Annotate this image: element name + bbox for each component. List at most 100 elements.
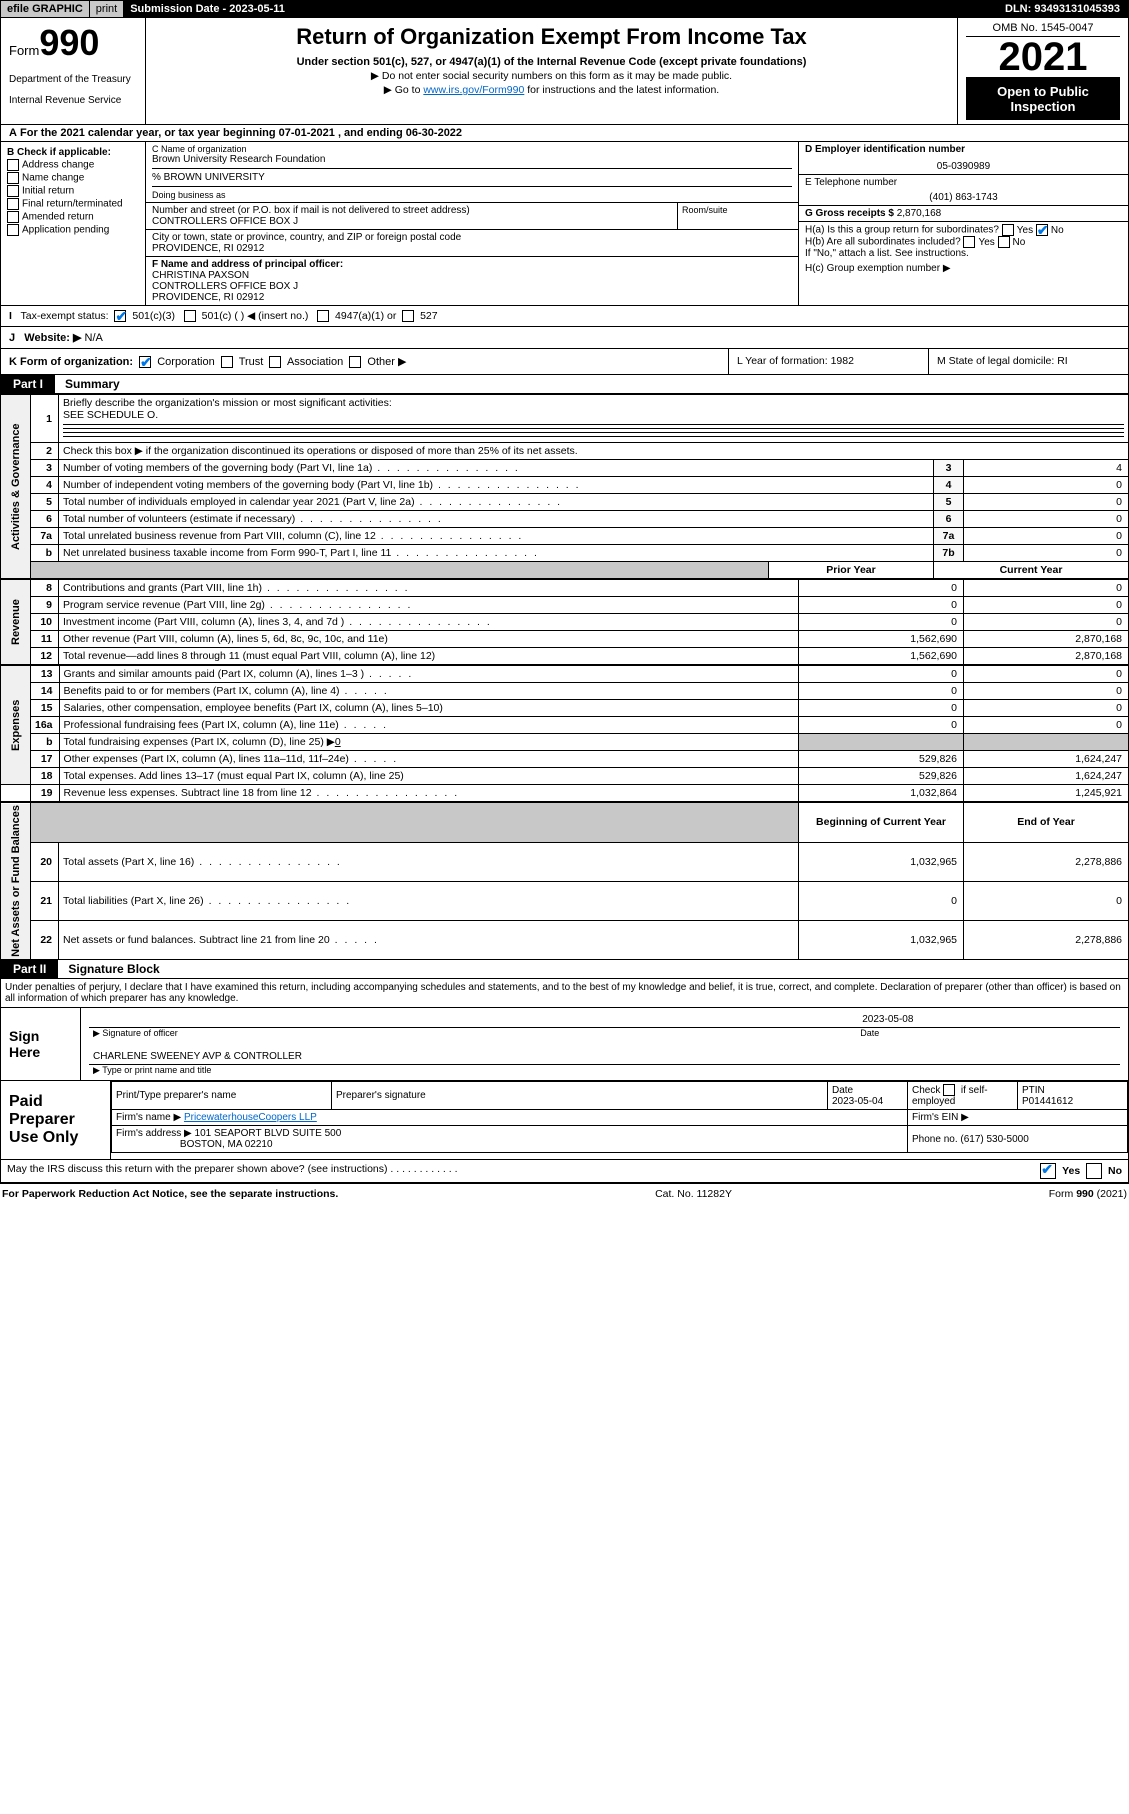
website-value: N/A <box>85 332 103 344</box>
prep-h1: Print/Type preparer's name <box>112 1082 332 1110</box>
dba-label: Doing business as <box>152 190 792 200</box>
firm-label: Firm's name ▶ <box>116 1112 181 1123</box>
c14: 0 <box>964 683 1129 700</box>
block-f: F Name and address of principal officer:… <box>146 257 798 305</box>
ha-no-cb[interactable] <box>1036 224 1048 236</box>
officer-printed-name: CHARLENE SWEENEY AVP & CONTROLLER <box>89 1049 1120 1064</box>
hb-yes-cb[interactable] <box>963 236 975 248</box>
l7b-text: Net unrelated business taxable income fr… <box>63 547 539 559</box>
tax-year: 2021 <box>966 37 1120 78</box>
may-yes: Yes <box>1062 1165 1080 1177</box>
c11: 2,870,168 <box>964 631 1129 648</box>
checkbox-address-change[interactable] <box>7 159 19 171</box>
cb-527[interactable] <box>402 310 414 322</box>
l14: Benefits paid to or for members (Part IX… <box>64 685 389 697</box>
part1-tag: Part I <box>1 375 55 393</box>
dept-treasury: Department of the Treasury <box>9 74 137 85</box>
ein-value: 05-0390989 <box>805 161 1122 172</box>
opt-name-change: Name change <box>22 173 84 184</box>
cb-assoc[interactable] <box>269 356 281 368</box>
may-yes-cb[interactable] <box>1040 1163 1056 1179</box>
penalties-text: Under penalties of perjury, I declare th… <box>0 979 1129 1008</box>
cb-trust[interactable] <box>221 356 233 368</box>
hb-no-cb[interactable] <box>998 236 1010 248</box>
l20: Total assets (Part X, line 16) <box>63 856 342 868</box>
c20: 2,278,886 <box>964 842 1129 881</box>
block-c: C Name of organization Brown University … <box>146 142 798 305</box>
opt-trust: Trust <box>239 356 264 368</box>
firm-name[interactable]: PricewaterhouseCoopers LLP <box>184 1112 317 1123</box>
room-label: Room/suite <box>678 203 798 229</box>
checkbox-initial-return[interactable] <box>7 185 19 197</box>
phone-label: E Telephone number <box>805 177 897 188</box>
c19: 1,245,921 <box>964 785 1129 802</box>
l22: Net assets or fund balances. Subtract li… <box>63 934 379 946</box>
checkbox-amended[interactable] <box>7 211 19 223</box>
side-netassets: Net Assets or Fund Balances <box>1 803 31 960</box>
hdr-prior: Prior Year <box>769 562 934 579</box>
gross-label: G Gross receipts $ <box>805 208 894 219</box>
may-no-cb[interactable] <box>1086 1163 1102 1179</box>
state-domicile: M State of legal domicile: RI <box>928 349 1128 374</box>
line-a-text: For the 2021 calendar year, or tax year … <box>20 127 462 139</box>
cb-self-employed[interactable] <box>943 1084 955 1096</box>
l4-text: Number of independent voting members of … <box>63 479 581 491</box>
cb-501c[interactable] <box>184 310 196 322</box>
footer-mid: Cat. No. 11282Y <box>655 1188 732 1200</box>
v6: 0 <box>964 511 1129 528</box>
hb-label: H(b) Are all subordinates included? <box>805 237 961 248</box>
opt-4947: 4947(a)(1) or <box>335 310 396 322</box>
opt-assoc: Association <box>287 356 343 368</box>
v7b: 0 <box>964 545 1129 562</box>
p10: 0 <box>799 614 964 631</box>
hb-note: If "No," attach a list. See instructions… <box>805 248 1122 259</box>
c16a: 0 <box>964 717 1129 734</box>
block-b: B Check if applicable: Address change Na… <box>1 142 146 305</box>
opt-address-change: Address change <box>22 160 94 171</box>
page-footer: For Paperwork Reduction Act Notice, see … <box>0 1183 1129 1204</box>
expenses-table: Expenses 13Grants and similar amounts pa… <box>0 665 1129 802</box>
ha-no: No <box>1051 225 1064 236</box>
year-formation: L Year of formation: 1982 <box>728 349 928 374</box>
cb-corp[interactable] <box>139 356 151 368</box>
l13: Grants and similar amounts paid (Part IX… <box>64 668 414 680</box>
sign-date-val: 2023-05-08 <box>858 1012 1120 1027</box>
prep-date: 2023-05-04 <box>832 1096 883 1107</box>
checkbox-app-pending[interactable] <box>7 224 19 236</box>
form-title: Return of Organization Exempt From Incom… <box>154 24 949 50</box>
checkbox-final-return[interactable] <box>7 198 19 210</box>
checkbox-name-change[interactable] <box>7 172 19 184</box>
v7a: 0 <box>964 528 1129 545</box>
l7a-text: Total unrelated business revenue from Pa… <box>63 530 523 542</box>
officer-addr2: PROVIDENCE, RI 02912 <box>152 292 264 303</box>
opt-pending: Application pending <box>22 225 109 236</box>
irs-link[interactable]: www.irs.gov/Form990 <box>423 84 524 96</box>
hdr-end: End of Year <box>964 803 1129 842</box>
c18: 1,624,247 <box>964 768 1129 785</box>
k-label: K Form of organization: <box>9 356 133 368</box>
l12: Total revenue—add lines 8 through 11 (mu… <box>63 650 435 662</box>
sign-here-label: Sign Here <box>1 1008 81 1080</box>
l16b-pre: Total fundraising expenses (Part IX, col… <box>64 736 335 748</box>
netassets-table: Net Assets or Fund Balances Beginning of… <box>0 802 1129 960</box>
p20: 1,032,965 <box>799 842 964 881</box>
form-990-number: 990 <box>39 22 99 63</box>
cb-501c3[interactable] <box>114 310 126 322</box>
hdr-curr: Current Year <box>934 562 1129 579</box>
firm-ein-label: Firm's EIN ▶ <box>908 1110 1128 1126</box>
l8: Contributions and grants (Part VIII, lin… <box>63 582 410 594</box>
paid-preparer-label: Paid Preparer Use Only <box>1 1081 111 1159</box>
cb-other[interactable] <box>349 356 361 368</box>
form-number: Form990 <box>9 22 137 64</box>
l11: Other revenue (Part VIII, column (A), li… <box>63 633 388 645</box>
opt-501c: 501(c) ( ) ◀ (insert no.) <box>202 310 309 322</box>
firm-addr-label: Firm's address ▶ <box>116 1128 192 1139</box>
p19: 1,032,864 <box>799 785 964 802</box>
cb-4947[interactable] <box>317 310 329 322</box>
prep-h2: Preparer's signature <box>332 1082 828 1110</box>
l10: Investment income (Part VIII, column (A)… <box>63 616 492 628</box>
officer-label: F Name and address of principal officer: <box>152 259 343 270</box>
print-button[interactable]: print <box>90 1 124 17</box>
goto-post: for instructions and the latest informat… <box>524 84 719 96</box>
ha-yes-cb[interactable] <box>1002 224 1014 236</box>
